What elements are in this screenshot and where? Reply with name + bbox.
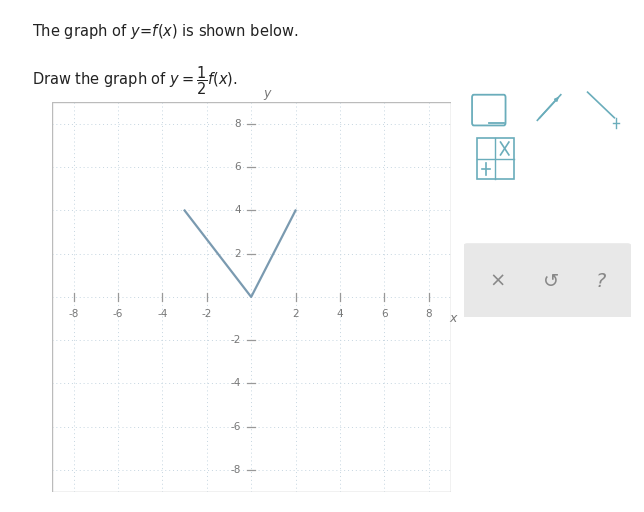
Text: -6: -6 [231, 422, 241, 432]
FancyBboxPatch shape [460, 56, 634, 323]
Text: ↺: ↺ [542, 272, 559, 291]
Text: 4: 4 [234, 205, 241, 216]
Text: -6: -6 [113, 309, 123, 319]
Text: -8: -8 [68, 309, 79, 319]
Text: Draw the graph of $y = \dfrac{1}{2}f(x).$: Draw the graph of $y = \dfrac{1}{2}f(x).… [32, 64, 238, 97]
Text: y: y [263, 87, 270, 100]
Text: 2: 2 [234, 249, 241, 259]
Text: -4: -4 [231, 378, 241, 389]
Text: 6: 6 [234, 162, 241, 172]
Text: 4: 4 [337, 309, 343, 319]
Text: 8: 8 [425, 309, 432, 319]
Text: ?: ? [596, 272, 606, 291]
Text: -4: -4 [157, 309, 167, 319]
FancyBboxPatch shape [462, 243, 633, 320]
Text: 6: 6 [381, 309, 388, 319]
Bar [477, 138, 514, 179]
Text: -8: -8 [231, 465, 241, 475]
Text: -2: -2 [202, 309, 212, 319]
Text: 8: 8 [234, 119, 241, 129]
Text: x: x [450, 312, 457, 325]
Text: -2: -2 [231, 335, 241, 345]
Text: The graph of $y\!=\!f(x)$ is shown below.: The graph of $y\!=\!f(x)$ is shown below… [32, 22, 298, 41]
Text: ×: × [489, 272, 506, 291]
Text: 2: 2 [292, 309, 299, 319]
Bar [52, 102, 451, 492]
